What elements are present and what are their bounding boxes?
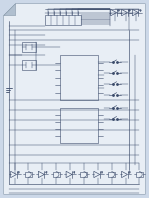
Bar xyxy=(22,42,36,52)
Polygon shape xyxy=(4,4,15,16)
Polygon shape xyxy=(4,4,145,194)
Bar xyxy=(45,15,81,25)
Bar xyxy=(53,172,60,177)
Bar xyxy=(25,172,32,177)
Bar xyxy=(108,172,115,177)
Bar xyxy=(60,55,98,100)
Bar xyxy=(80,172,87,177)
Bar xyxy=(136,172,143,177)
Bar xyxy=(22,60,36,70)
Bar xyxy=(60,108,98,143)
